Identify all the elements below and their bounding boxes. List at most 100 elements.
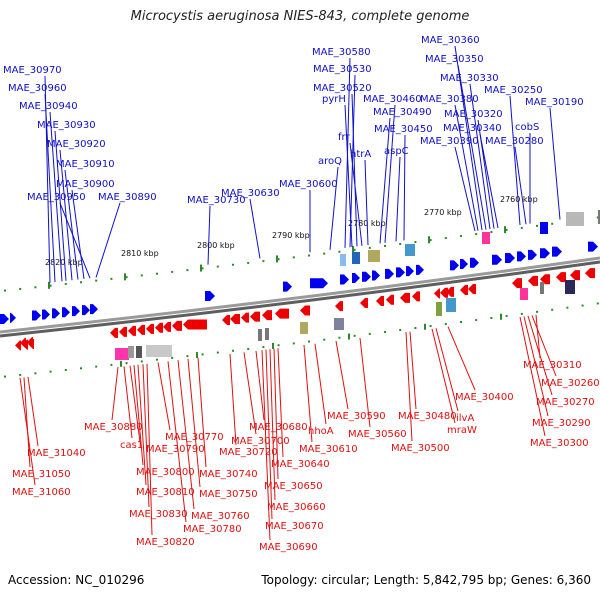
- backbone-strand-bottom: [0, 260, 600, 338]
- reverse-gene-label: MAE_30770: [165, 432, 224, 443]
- reverse-gene-arrow: [335, 301, 343, 312]
- tick-dot: [323, 252, 326, 255]
- reverse-gene-label: MAE_30720: [219, 447, 278, 458]
- reverse-leader-line: [229, 353, 237, 446]
- reverse-genes: [15, 268, 595, 351]
- reverse-leader-line: [255, 350, 265, 421]
- forward-leader-line: [349, 142, 363, 246]
- tick-dot: [308, 340, 310, 343]
- feature-block: [340, 254, 346, 266]
- reverse-gene-label: MAE_30690: [259, 542, 318, 553]
- reverse-leader-line: [27, 376, 39, 447]
- tick-dot: [490, 317, 493, 320]
- feature-block: [115, 348, 129, 360]
- forward-leader-line: [351, 93, 358, 247]
- feature-block: [146, 345, 172, 357]
- forward-gene-label: MAE_30280: [485, 136, 544, 147]
- forward-gene-label: MAE_30920: [47, 139, 106, 150]
- tick-dot: [80, 281, 82, 284]
- forward-gene-arrow: [588, 241, 598, 252]
- major-tick: [500, 313, 502, 320]
- reverse-leader-line: [187, 358, 201, 488]
- reverse-gene-arrow: [250, 311, 260, 322]
- tick-dot: [596, 216, 599, 219]
- forward-leader-line: [54, 130, 67, 281]
- reverse-leader-line: [314, 343, 327, 425]
- tick-dot: [429, 325, 432, 328]
- reverse-gene-arrow: [146, 323, 154, 334]
- major-tick: [348, 333, 350, 340]
- feature-block: [520, 288, 528, 300]
- major-tick: [428, 236, 430, 244]
- major-tick: [504, 226, 506, 234]
- tick-dot: [186, 355, 189, 358]
- reverse-gene-arrow: [172, 320, 182, 331]
- scale-label-2800: 2800 kbp: [197, 241, 235, 250]
- reverse-gene-arrow: [585, 268, 595, 279]
- tick-dot: [429, 239, 432, 242]
- major-tick: [276, 255, 278, 263]
- forward-gene-arrow: [32, 310, 41, 321]
- reverse-gene-label: MAE_30820: [136, 537, 195, 548]
- forward-gene-arrow: [552, 246, 562, 257]
- reverse-leader-line: [523, 316, 549, 417]
- reverse-gene-arrow: [137, 324, 145, 335]
- major-tick: [124, 273, 126, 281]
- forward-leader-line: [514, 146, 527, 225]
- tick-dot: [490, 231, 493, 234]
- forward-gene-arrow: [283, 281, 292, 292]
- major-tick: [48, 281, 50, 289]
- feature-block: [265, 328, 269, 340]
- tick-dot: [292, 342, 295, 345]
- forward-gene-label: pyrH: [322, 94, 346, 105]
- forward-gene-label: MAE_30390: [420, 136, 479, 147]
- tick-dot: [262, 260, 265, 263]
- tick-dot: [520, 312, 523, 315]
- reverse-gene-arrow: [15, 340, 21, 351]
- forward-leader-line: [384, 104, 396, 243]
- tick-dot: [338, 250, 341, 253]
- reverse-leader-line: [133, 365, 144, 466]
- reverse-gene-label: MAE_30640: [271, 459, 330, 470]
- tick-dot: [110, 363, 113, 366]
- reverse-gene-label: MAE_30700: [231, 436, 290, 447]
- scale-label-2760: 2760 kbp: [500, 195, 538, 204]
- tick-dot: [566, 306, 569, 309]
- forward-gene-arrow: [540, 248, 550, 259]
- reverse-leader-line: [359, 337, 371, 428]
- forward-gene-arrow: [0, 314, 9, 324]
- tick-dot: [34, 372, 37, 375]
- reverse-gene-label: MAE_30830: [129, 509, 188, 520]
- reverse-gene-label: MAE_30750: [199, 489, 258, 500]
- tick-dot: [368, 332, 371, 335]
- reverse-leader-line: [123, 366, 133, 439]
- reverse-gene-arrow: [119, 326, 127, 337]
- reverse-gene-label: ilvA: [456, 413, 474, 424]
- reverse-leader-line: [142, 364, 150, 508]
- tick-dot: [232, 349, 234, 352]
- reverse-leader-line: [405, 332, 413, 442]
- forward-leader-line: [403, 134, 406, 241]
- tick-dot: [475, 233, 478, 236]
- forward-gene-label: MAE_30520: [313, 83, 372, 94]
- scale-label-2820: 2820 kbp: [45, 258, 83, 267]
- reverse-gene-arrow: [110, 327, 118, 338]
- reverse-leader-line: [531, 315, 557, 377]
- tick-dot: [247, 347, 250, 350]
- tick-dot: [216, 265, 219, 268]
- reverse-leader-line: [157, 362, 171, 431]
- tick-dot: [4, 375, 6, 378]
- tick-dot: [216, 351, 219, 354]
- tick-dot: [262, 346, 265, 349]
- forward-gene-label: MAE_30450: [374, 124, 433, 135]
- tick-dot: [19, 287, 22, 290]
- reverse-gene-arrow: [262, 310, 272, 321]
- feature-block: [300, 322, 308, 334]
- forward-gene-arrow: [62, 307, 70, 318]
- feature-block: [598, 210, 600, 224]
- reverse-gene-arrow: [468, 283, 476, 294]
- tick-dot: [536, 224, 538, 227]
- forward-gene-label: MAE_30490: [373, 107, 432, 118]
- reverse-leader-line: [409, 331, 417, 410]
